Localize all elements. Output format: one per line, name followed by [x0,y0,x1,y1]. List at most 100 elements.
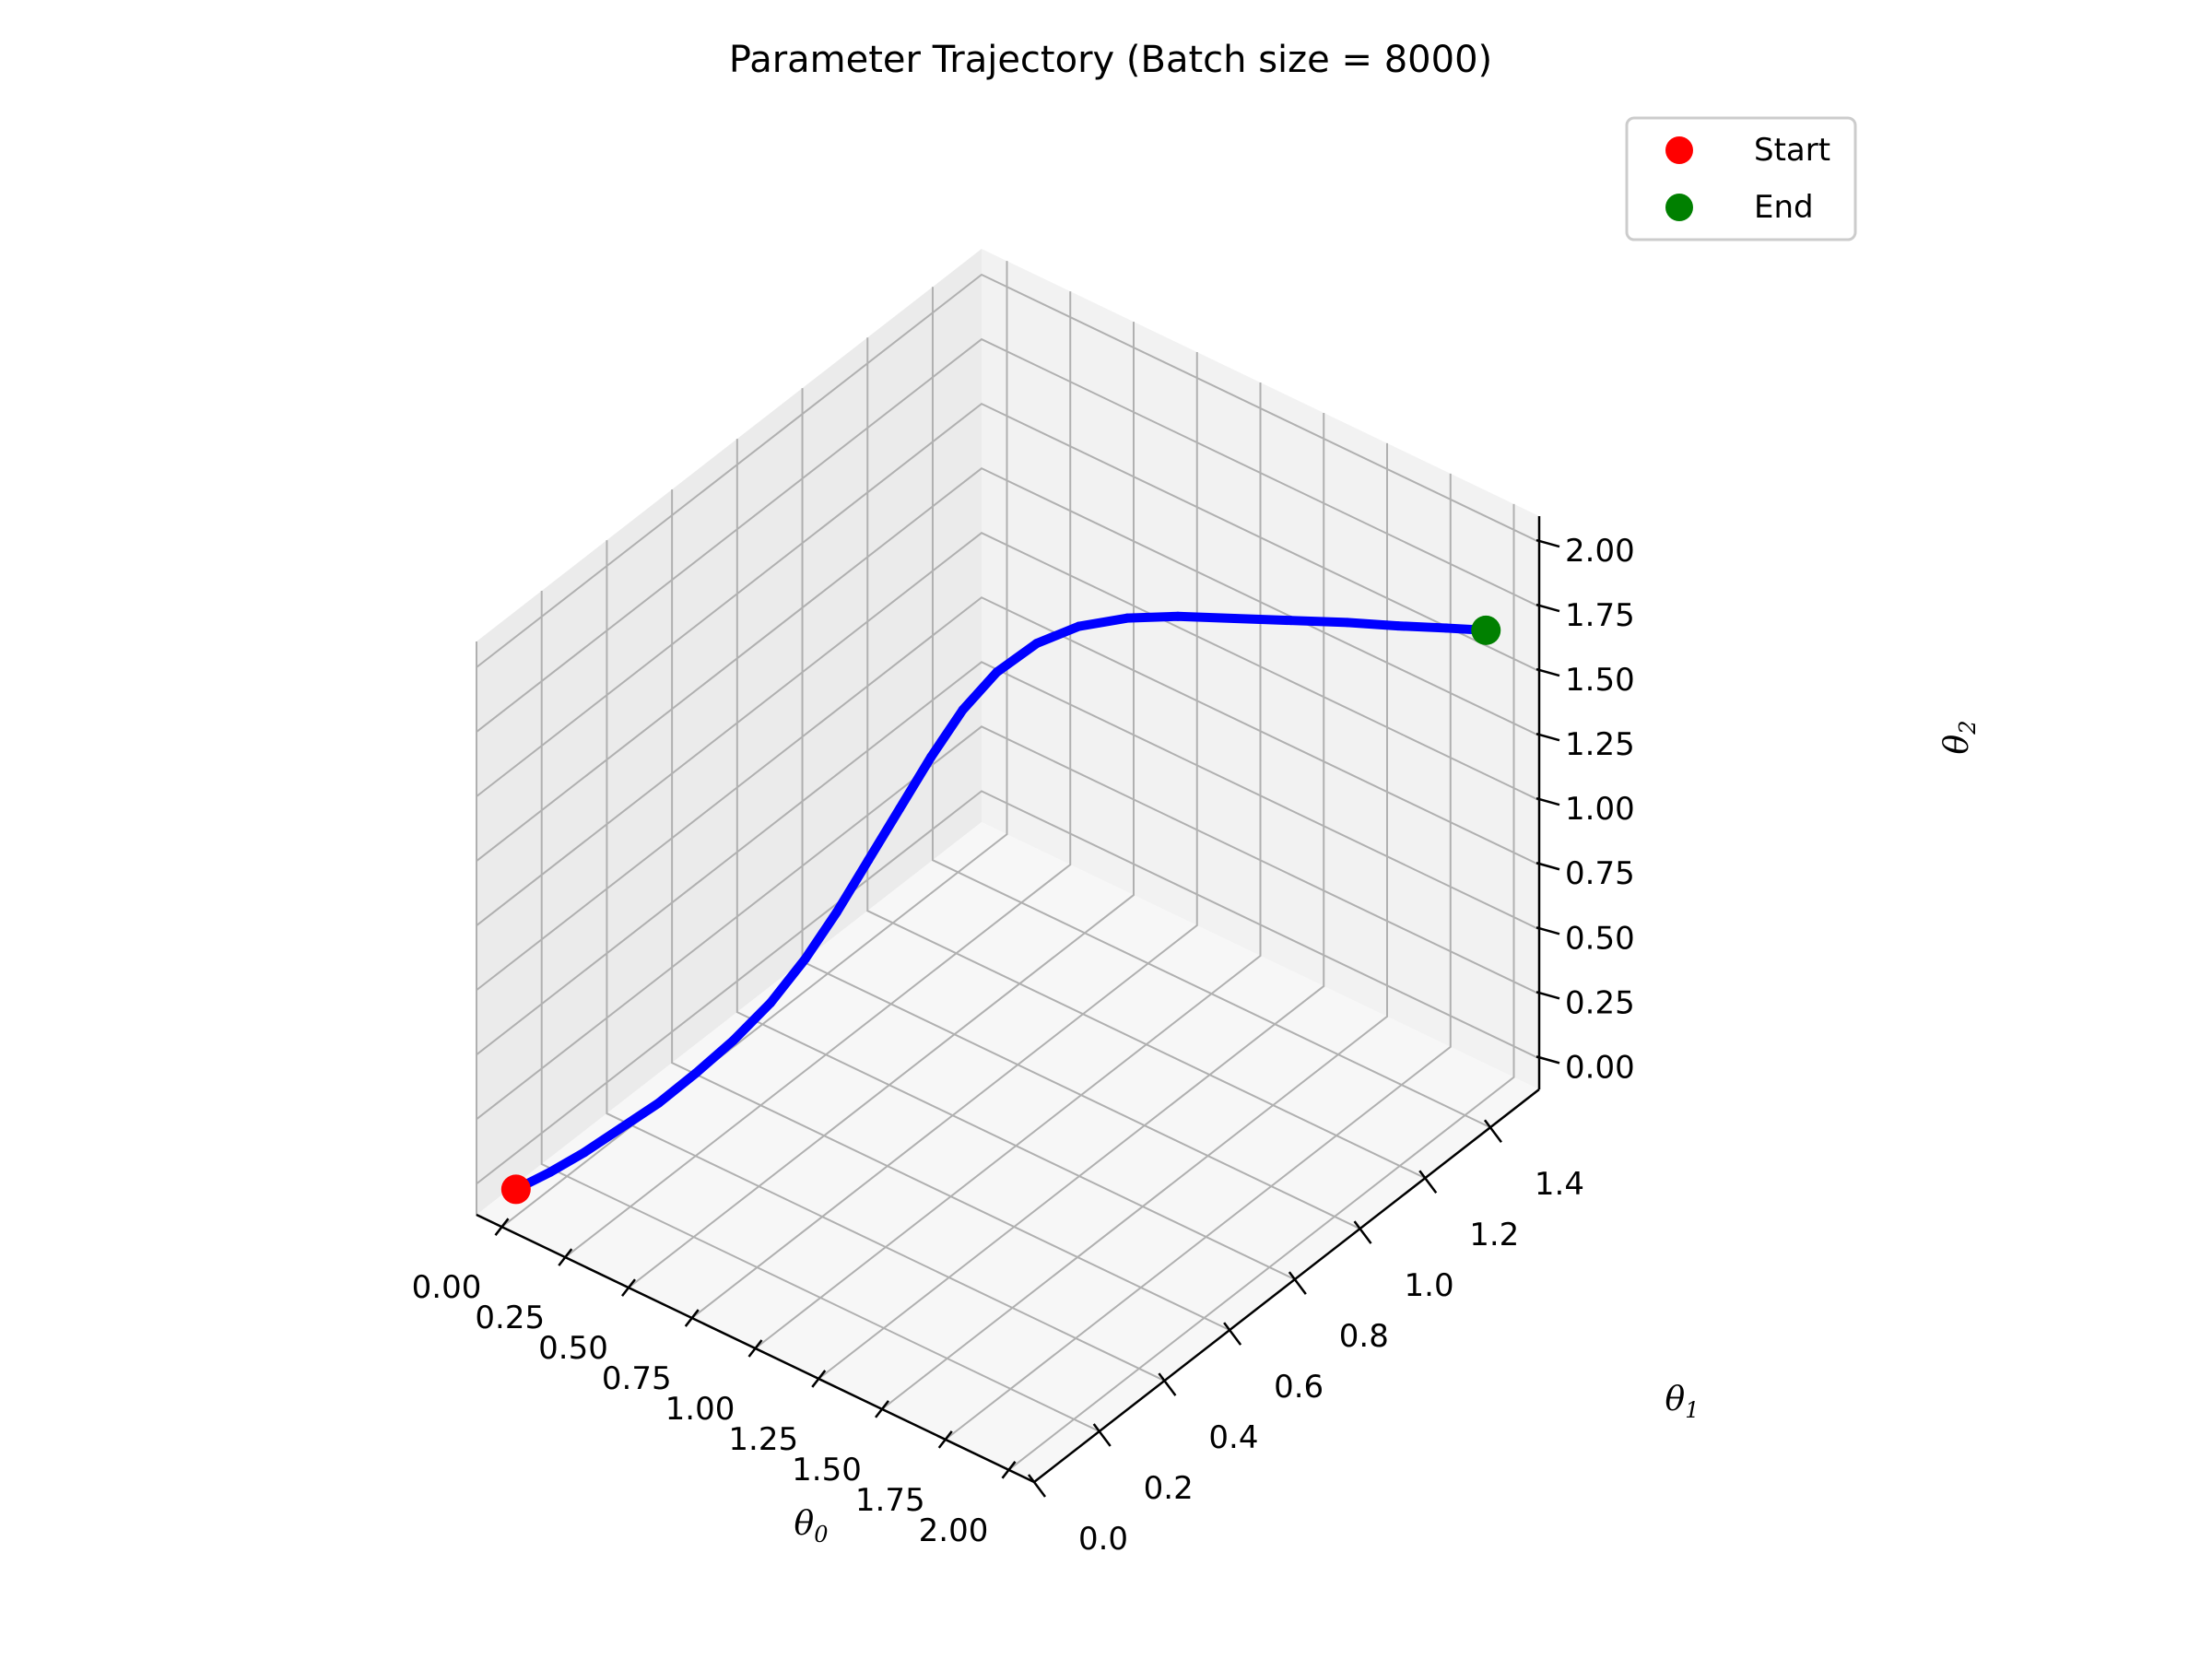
z-tick-label: 0.00 [1565,1049,1635,1086]
y-tick-label: 0.0 [1078,1521,1128,1558]
trajectory-point [579,1147,589,1158]
y-tick [1158,1372,1177,1396]
grid-line-z [476,596,1540,992]
grid-line-y [866,337,1426,1180]
y-tick-label: 1.0 [1405,1267,1454,1304]
x-tick-label: 1.50 [792,1452,862,1488]
x-tick [937,1430,953,1449]
grid-line-y [606,540,1165,1382]
trajectory-point [1342,618,1352,628]
z-tick-label: 0.25 [1565,984,1635,1021]
z-tick [1535,991,1560,1000]
grid-line-y [540,591,1100,1432]
chart-title: Parameter Trajectory (Batch size = 8000) [729,39,1492,81]
trajectory-point [728,1036,738,1046]
z-tick [1535,862,1560,871]
x-tick-label: 0.75 [602,1360,672,1397]
legend-end-marker [1665,194,1693,221]
trajectory-point [1031,639,1041,649]
svg-text:θ1: θ1 [1665,1381,1700,1423]
y-tick [1092,1423,1112,1447]
grid-line-x [945,473,1452,1441]
trajectory-point [691,1068,701,1078]
trajectory-point [1230,613,1240,623]
legend: Start End [1625,116,1857,241]
x-tick-label: 1.00 [665,1391,735,1428]
z-tick-label: 0.75 [1565,855,1635,892]
x-tick [1001,1461,1017,1479]
y-tick-label: 0.6 [1274,1369,1324,1406]
y-tick-label: 0.2 [1144,1470,1194,1507]
z-tick [1535,1055,1560,1065]
grid-line-z [476,402,1540,797]
grid-line-z [476,466,1540,862]
trajectory-point [800,954,810,964]
trajectory-point [895,804,905,814]
y-tick [1418,1170,1438,1194]
trajectory-point [926,751,936,761]
z-tick [1535,926,1560,935]
svg-text:θ0: θ0 [794,1505,829,1547]
trajectory-point [1074,621,1084,631]
trajectory-series [500,611,1501,1205]
grid-line-z [476,790,1540,1185]
legend-start-label: Start [1754,132,1830,169]
y-tick [1223,1322,1242,1346]
z-tick [1535,732,1560,742]
pane-left [477,249,982,1215]
x-tick [875,1400,889,1418]
z-tick-label: 2.00 [1565,533,1635,570]
trajectory-point [1172,611,1182,621]
y-tick-label: 0.4 [1208,1419,1258,1456]
trajectory-point [992,667,1002,677]
y-tick-label: 0.8 [1339,1318,1389,1355]
legend-start-marker [1665,136,1693,164]
y-tick-label: 1.2 [1469,1217,1519,1253]
x-tick-label: 1.25 [728,1421,798,1458]
y-tick [1353,1220,1372,1244]
trajectory-point [617,1123,627,1133]
grid-line-y [931,287,1491,1129]
z-tick [1535,603,1560,613]
z-tick [1535,796,1560,806]
grid-line-x [818,412,1325,1380]
grid-line-x [691,352,1198,1319]
x-axis-label: θ0 [794,1505,829,1547]
trajectory-point [653,1098,664,1108]
x-tick-label: 0.25 [475,1300,545,1336]
y-axis-line [1033,1088,1540,1483]
grid-line-z [476,273,1540,668]
grid-line-x [564,291,1072,1258]
z-tick-label: 1.75 [1565,597,1635,634]
z-axis-label: θ2 [1938,721,1981,755]
end-marker [1471,615,1501,645]
grid-line-y [671,489,1230,1331]
grid-lines [476,261,1540,1483]
trajectory-point [765,998,775,1008]
x-tick-label: 2.00 [919,1512,989,1549]
grid-line-z [476,532,1540,926]
z-tick-label: 1.00 [1565,791,1635,828]
z-tick-label: 0.50 [1565,920,1635,957]
y-tick [1028,1474,1046,1498]
grid-line-y [735,439,1296,1281]
trajectory-point [1286,616,1296,626]
x-tick [558,1248,573,1266]
z-tick [1535,538,1560,548]
z-tick-label: 1.25 [1565,726,1635,763]
legend-end-label: End [1754,189,1814,226]
tick-marks: 0.000.250.500.751.001.251.501.752.00 0.00… [412,533,1635,1558]
trajectory-point [545,1167,555,1177]
x-tick [621,1278,636,1297]
svg-text:θ2: θ2 [1938,721,1981,755]
trajectory-point [1441,623,1452,633]
trajectory-point [1122,613,1132,623]
grid-line-x [628,322,1135,1288]
x-tick-label: 0.50 [538,1330,608,1367]
grid-line-x [1007,503,1515,1471]
z-tick [1535,667,1560,677]
start-marker [500,1174,531,1205]
grid-line-x [754,382,1262,1349]
x-tick-label: 1.75 [855,1482,925,1519]
